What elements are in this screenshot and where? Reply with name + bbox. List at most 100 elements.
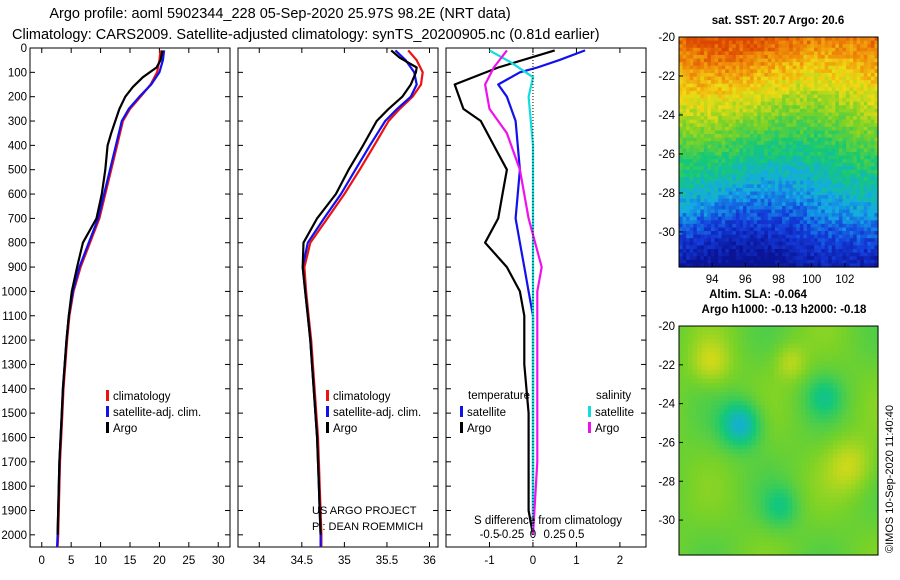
- map-cell: [769, 440, 775, 446]
- map-cell: [867, 80, 872, 85]
- map-cell: [696, 205, 701, 211]
- map-cell: [739, 256, 744, 261]
- map-cell: [755, 356, 762, 362]
- map-cell: [863, 94, 868, 99]
- map-cell: [742, 392, 748, 398]
- map-cell: [728, 378, 734, 384]
- map-cell: [767, 202, 772, 207]
- map-cell: [792, 177, 797, 182]
- map-cell: [693, 108, 698, 114]
- map-cell: [742, 422, 748, 428]
- map-cell: [832, 444, 838, 450]
- map-cell: [828, 202, 833, 207]
- map-cell: [773, 409, 780, 415]
- map-cell: [814, 427, 820, 433]
- map-cell: [725, 256, 730, 261]
- map-cell: [725, 137, 730, 142]
- map-cell: [689, 263, 694, 268]
- map-cell: [874, 116, 879, 121]
- map-cell: [773, 444, 780, 450]
- map-cell: [735, 238, 741, 243]
- map-cell: [831, 198, 836, 203]
- map-cell: [696, 234, 701, 239]
- map-cell: [739, 119, 744, 124]
- map-cell: [767, 54, 772, 60]
- map-cell: [715, 330, 721, 336]
- map-cell: [817, 116, 822, 121]
- map-cell: [810, 65, 815, 70]
- map-cell: [792, 387, 798, 393]
- map-cell: [821, 112, 826, 117]
- map-cell: [679, 326, 685, 331]
- map-cell: [700, 141, 705, 146]
- map-cell: [710, 213, 716, 218]
- map-cell: [760, 427, 766, 433]
- map-cell: [810, 47, 815, 52]
- map-cell: [796, 339, 802, 345]
- map-cell: [799, 148, 804, 153]
- map-cell: [737, 356, 743, 362]
- map-cell: [837, 352, 843, 358]
- map-cell: [697, 449, 703, 455]
- map-cell: [803, 198, 808, 203]
- map-cell: [746, 361, 752, 367]
- map-cell: [751, 352, 757, 358]
- map-cell: [757, 123, 762, 128]
- map-cell: [817, 180, 822, 185]
- map-cell: [683, 436, 689, 442]
- map-cell: [789, 241, 794, 247]
- map-cell: [824, 223, 829, 229]
- map-cell: [764, 126, 769, 132]
- map-cell: [764, 223, 769, 229]
- map-cell: [689, 155, 694, 160]
- map-cell: [835, 202, 840, 207]
- map-x-tick-label: 98: [772, 274, 785, 286]
- map-cell: [760, 148, 765, 153]
- map-cell: [693, 83, 698, 88]
- map-cell: [782, 72, 787, 78]
- map-cell: [771, 252, 776, 257]
- map-cell: [796, 205, 801, 211]
- map-cell: [821, 180, 826, 185]
- map-cell: [849, 159, 854, 164]
- map-cell: [697, 348, 703, 354]
- map-cell: [686, 44, 691, 49]
- map-cell: [853, 159, 858, 164]
- map-cell: [728, 458, 734, 464]
- map-cell: [837, 422, 843, 428]
- map-cell: [753, 94, 758, 99]
- map-cell: [707, 47, 712, 52]
- map-cell: [855, 378, 861, 384]
- map-cell: [803, 209, 808, 214]
- map-cell: [771, 231, 776, 236]
- map-cell: [686, 51, 691, 56]
- map-cell: [870, 241, 876, 247]
- map-cell: [682, 62, 687, 67]
- map-cell: [856, 202, 861, 207]
- map-cell: [814, 348, 820, 354]
- map-cell: [867, 259, 872, 264]
- map-cell: [864, 453, 870, 459]
- map-cell: [789, 148, 794, 153]
- map-cell: [728, 62, 733, 67]
- map-cell: [796, 378, 802, 384]
- map-cell: [782, 54, 787, 60]
- map-cell: [846, 137, 851, 142]
- map-cell: [817, 62, 822, 67]
- map-cell: [746, 400, 752, 406]
- map-cell: [737, 444, 743, 450]
- map-cell: [856, 205, 861, 211]
- map-cell: [814, 339, 820, 345]
- map-cell: [679, 162, 684, 167]
- map-cell: [824, 47, 829, 52]
- map-cell: [742, 144, 748, 149]
- map-cell: [710, 453, 716, 459]
- map-cell: [831, 116, 836, 121]
- map-cell: [764, 90, 769, 96]
- map-cell: [856, 80, 861, 85]
- map-cell: [873, 440, 879, 446]
- map-cell: [682, 263, 687, 268]
- map-cell: [707, 123, 712, 128]
- map-cell: [831, 105, 836, 110]
- map-cell: [828, 440, 834, 446]
